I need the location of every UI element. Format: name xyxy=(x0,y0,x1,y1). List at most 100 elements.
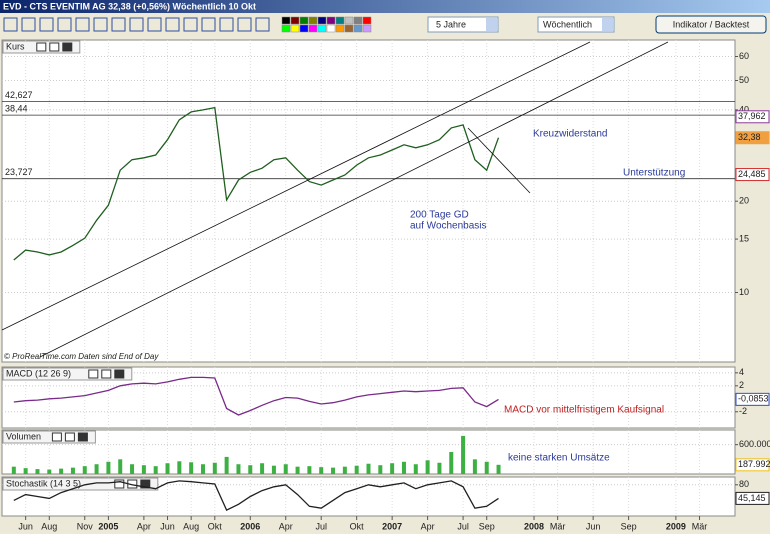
x-tick-label: Sep xyxy=(621,521,637,531)
palette-color[interactable] xyxy=(308,16,318,25)
volume-bar xyxy=(461,435,466,474)
panel-icon[interactable] xyxy=(64,432,75,442)
panel-icon[interactable] xyxy=(114,479,125,489)
indicator-button[interactable] xyxy=(655,15,767,34)
tool-icon[interactable] xyxy=(237,17,252,32)
trend-line xyxy=(1,41,591,331)
data-line xyxy=(13,480,499,511)
palette-color[interactable] xyxy=(281,24,291,33)
palette-color[interactable] xyxy=(308,24,318,33)
tool-icon[interactable] xyxy=(183,17,198,32)
y-tick-label: 50 xyxy=(739,75,749,85)
x-tick-label: 2006 xyxy=(240,521,260,531)
panel-icon[interactable] xyxy=(114,369,125,379)
volume-bar xyxy=(366,463,371,474)
trend-line xyxy=(39,41,669,358)
period-text: 5 Jahre xyxy=(436,19,466,29)
y-tick-label: 40 xyxy=(739,104,749,114)
volume-bar xyxy=(331,467,336,474)
palette-color[interactable] xyxy=(335,24,345,33)
tool-icon[interactable] xyxy=(201,17,216,32)
palette-color[interactable] xyxy=(344,24,354,33)
panel-icon[interactable] xyxy=(62,42,73,52)
volume-bar xyxy=(319,467,324,474)
x-tick-label: Jun xyxy=(586,521,601,531)
x-tick-label: Jul xyxy=(315,521,327,531)
volume-bar xyxy=(141,465,146,474)
tool-icon[interactable] xyxy=(39,17,54,32)
tool-icon[interactable] xyxy=(21,17,36,32)
tool-icon[interactable] xyxy=(129,17,144,32)
palette-color[interactable] xyxy=(353,16,363,25)
palette-color[interactable] xyxy=(290,24,300,33)
volume-bar xyxy=(177,461,182,474)
x-tick-label: Aug xyxy=(183,521,199,531)
x-tick-label: 2005 xyxy=(98,521,118,531)
interval-text: Wöchentlich xyxy=(543,19,592,29)
palette-color[interactable] xyxy=(299,24,309,33)
palette-color[interactable] xyxy=(299,16,309,25)
x-tick-label: Mär xyxy=(692,521,708,531)
palette-color[interactable] xyxy=(344,16,354,25)
panel-icon[interactable] xyxy=(36,42,47,52)
palette-color[interactable] xyxy=(335,16,345,25)
volume-bar xyxy=(224,456,229,474)
palette-color[interactable] xyxy=(326,16,336,25)
volume-bar xyxy=(47,469,52,474)
panel-icon[interactable] xyxy=(140,479,151,489)
volume-bar xyxy=(437,462,442,474)
toolbar xyxy=(0,13,770,37)
y-tick-label: 20 xyxy=(739,196,749,206)
x-tick-label: Apr xyxy=(279,521,293,531)
x-tick-label: Mär xyxy=(550,521,566,531)
panel-icon[interactable] xyxy=(77,432,88,442)
palette-color[interactable] xyxy=(362,24,372,33)
panel-title: Stochastik (14 3 5) xyxy=(6,478,81,488)
price-label: 187.992 xyxy=(738,459,770,469)
tool-icon[interactable] xyxy=(219,17,234,32)
palette-color[interactable] xyxy=(362,16,372,25)
volume-bar xyxy=(70,467,75,474)
tool-icon[interactable] xyxy=(255,17,270,32)
panel-icon[interactable] xyxy=(49,42,60,52)
tool-icon[interactable] xyxy=(75,17,90,32)
toolbar-icons xyxy=(3,16,372,33)
volume-bar xyxy=(106,461,111,474)
y-tick-label: -2 xyxy=(739,406,747,416)
palette-color[interactable] xyxy=(317,16,327,25)
palette-color[interactable] xyxy=(353,24,363,33)
panel-icon[interactable] xyxy=(51,432,62,442)
annotation: MACD vor mittelfristigem Kaufsignal xyxy=(504,405,664,416)
volume-bar xyxy=(23,468,28,474)
palette-color[interactable] xyxy=(326,24,336,33)
y-tick-label: 2 xyxy=(739,380,744,390)
volume-bar xyxy=(484,461,489,474)
annotation: keine starken Umsätze xyxy=(508,453,610,464)
panel-title: Kurs xyxy=(6,41,25,51)
level-label: 23,727 xyxy=(5,167,33,177)
interval-select[interactable] xyxy=(537,16,615,33)
volume-bar xyxy=(342,466,347,474)
period-select[interactable] xyxy=(427,16,499,33)
panel-icon[interactable] xyxy=(101,369,112,379)
x-tick-label: Jul xyxy=(457,521,469,531)
level-label: 42,627 xyxy=(5,90,33,100)
price-label: 24,485 xyxy=(738,169,766,179)
tool-icon[interactable] xyxy=(111,17,126,32)
price-label: 37,962 xyxy=(738,111,766,121)
panel-icon[interactable] xyxy=(88,369,99,379)
tool-icon[interactable] xyxy=(3,17,18,32)
tool-icon[interactable] xyxy=(93,17,108,32)
volume-bar xyxy=(35,469,40,474)
x-tick-label: Nov xyxy=(77,521,94,531)
volume-bar xyxy=(401,461,406,474)
tool-icon[interactable] xyxy=(57,17,72,32)
annotation: © ProRealTime.com Daten sind End of Day xyxy=(4,352,159,361)
volume-bar xyxy=(449,452,454,474)
level-label: 38,44 xyxy=(5,104,28,114)
tool-icon[interactable] xyxy=(147,17,162,32)
tool-icon[interactable] xyxy=(165,17,180,32)
palette-color[interactable] xyxy=(317,24,327,33)
palette-color[interactable] xyxy=(290,16,300,25)
palette-color[interactable] xyxy=(281,16,291,25)
